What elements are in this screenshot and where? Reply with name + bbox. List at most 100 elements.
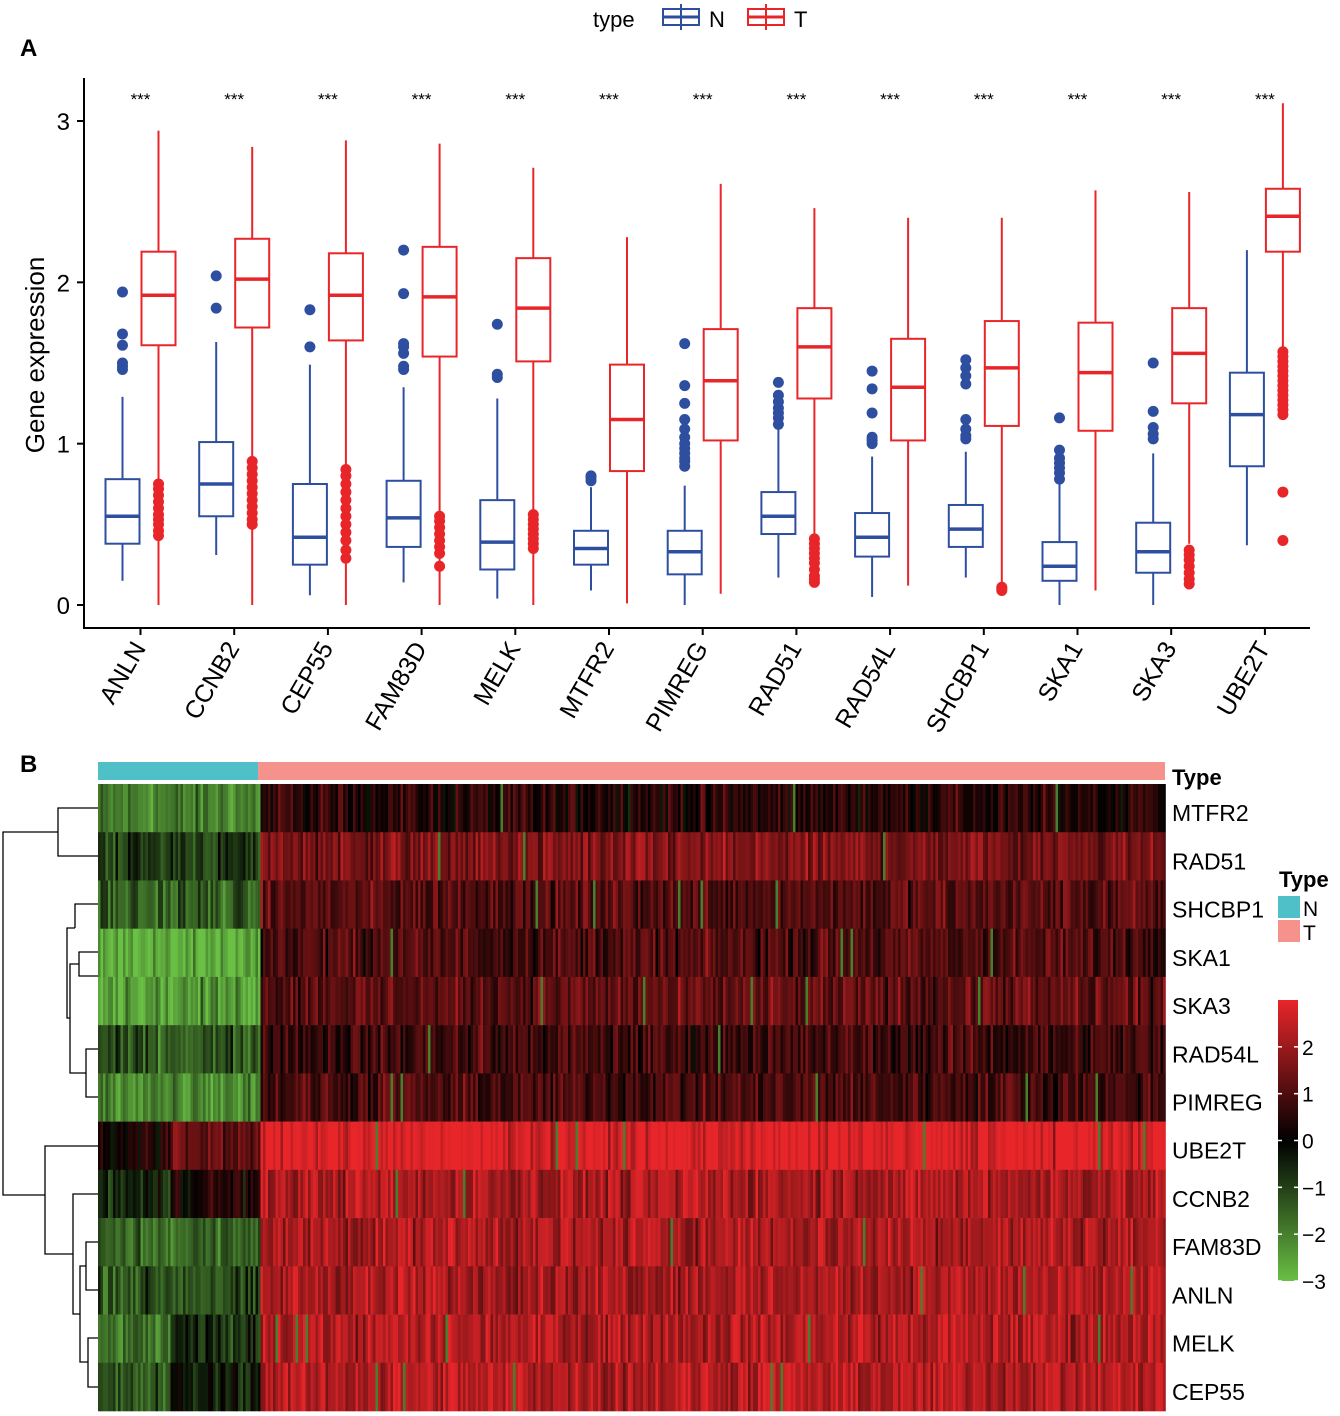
heatmap-cell [925, 1169, 929, 1219]
heatmap-cell [423, 1218, 426, 1267]
outlier-point [679, 413, 691, 425]
heatmap-cell [148, 1218, 151, 1267]
heatmap-cell [653, 784, 656, 833]
heatmap-cell [438, 1121, 441, 1171]
heatmap-cell [703, 1073, 706, 1122]
heatmap-cell [193, 1266, 196, 1315]
heatmap-cell [403, 784, 406, 833]
heatmap-cell [530, 784, 534, 833]
heatmap-cell [863, 1073, 866, 1122]
heatmap-cell [338, 880, 341, 929]
heatmap-cell [725, 784, 729, 833]
heatmap-cell [138, 1121, 141, 1171]
heatmap-cell [568, 1266, 571, 1315]
heatmap-cell [830, 1218, 834, 1267]
heatmap-cell [133, 928, 136, 978]
heatmap-cell [535, 1025, 539, 1074]
heatmap-cell [1128, 1169, 1131, 1219]
heatmap-cell [605, 784, 609, 833]
heatmap-cell [200, 1266, 204, 1315]
heatmap-cell [580, 976, 584, 1026]
heatmap-cell [408, 1218, 411, 1267]
heatmap-cell [890, 1218, 894, 1267]
heatmap-cell [980, 832, 984, 881]
heatmap-cell [195, 976, 199, 1026]
heatmap-cell [885, 1025, 889, 1074]
heatmap-cell [820, 976, 824, 1026]
heatmap-cell [1068, 976, 1071, 1026]
heatmap-cell [353, 1025, 356, 1074]
heatmap-cell [670, 1169, 674, 1219]
heatmap-cell [230, 976, 234, 1026]
heatmap-cell [975, 1169, 979, 1219]
heatmap-cell [268, 976, 271, 1026]
heatmap-cell [813, 1169, 816, 1219]
heatmap-cell [728, 832, 731, 881]
heatmap-cell [228, 1266, 231, 1315]
heatmap-cell [190, 976, 194, 1026]
heatmap-cell [623, 832, 626, 881]
heatmap-cell [860, 976, 864, 1026]
heatmap-cell [500, 1025, 504, 1074]
box-body [1264, 187, 1301, 253]
heatmap-cell [1143, 784, 1146, 833]
heatmap-cell [403, 1121, 406, 1171]
heatmap-cell [143, 1266, 146, 1315]
outlier-point [679, 380, 691, 392]
heatmap-cell [1030, 1025, 1034, 1074]
heatmap-cell [295, 1266, 299, 1315]
heatmap-cell [1158, 784, 1161, 833]
heatmap-cell [103, 1073, 106, 1122]
heatmap-cell [1053, 1121, 1056, 1171]
heatmap-cell [410, 1218, 414, 1267]
heatmap-cell [1023, 880, 1026, 929]
heatmap-cell [595, 832, 599, 881]
heatmap-cell [1003, 880, 1006, 929]
heatmap-cell [695, 1169, 699, 1219]
heatmap-cell [760, 1218, 764, 1267]
box-plots [104, 103, 1301, 605]
heatmap-cell [525, 1025, 529, 1074]
heatmap-cell [188, 1073, 191, 1122]
heatmap-cell [568, 1218, 571, 1267]
heatmap-cell [978, 1169, 981, 1219]
heatmap-cell [248, 976, 251, 1026]
heatmap-cell [1130, 1073, 1134, 1122]
heatmap-cell [243, 832, 246, 881]
heatmap-cell [685, 1121, 689, 1171]
heatmap-cell [290, 1073, 294, 1122]
box-body [140, 250, 177, 347]
heatmap-cell [1065, 1218, 1069, 1267]
heatmap-cell [205, 976, 209, 1026]
heatmap-cell [395, 1025, 399, 1074]
heatmap-cell [353, 1266, 356, 1315]
heatmap-cell [493, 1025, 496, 1074]
heatmap-cell [858, 832, 861, 881]
heatmap-cell [675, 1266, 679, 1315]
heatmap-cell [223, 1266, 226, 1315]
heatmap-cell [250, 1169, 254, 1219]
heatmap-cell [810, 1073, 814, 1122]
heatmap-cell [615, 1266, 619, 1315]
heatmap-row-ube2t [98, 1121, 1166, 1171]
heatmap-cell [380, 976, 384, 1026]
heatmap-cell [1010, 1073, 1014, 1122]
heatmap-cell [300, 1169, 304, 1219]
heatmap-cell [733, 880, 736, 929]
heatmap-cell [728, 1218, 731, 1267]
heatmap-cell [938, 1218, 941, 1267]
heatmap-cell [840, 1025, 844, 1074]
heatmap-cell [768, 784, 771, 833]
heatmap-cell [595, 1073, 599, 1122]
heatmap-cell [108, 1073, 111, 1122]
heatmap-cell [350, 1025, 354, 1074]
heatmap-cell [853, 1121, 856, 1171]
heatmap-cell [480, 1121, 484, 1171]
heatmap-cell [185, 928, 189, 978]
heatmap-cell [1038, 880, 1041, 929]
heatmap-cell [255, 1121, 259, 1171]
heatmap-cell [808, 976, 811, 1026]
heatmap-cell [405, 1073, 409, 1122]
box-n-ska3 [1135, 357, 1172, 605]
heatmap-cell [718, 976, 721, 1026]
